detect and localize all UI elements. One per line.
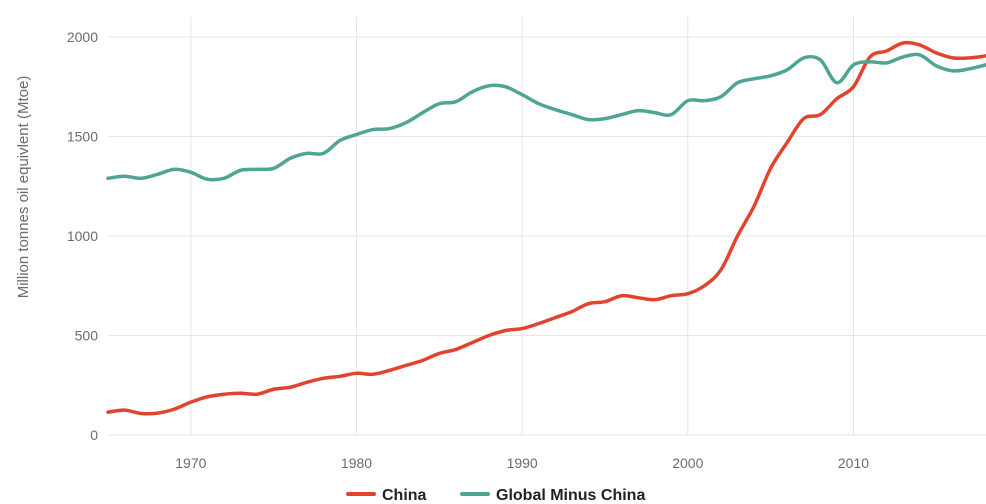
y-axis-title: Million tonnes oil equivlent (Mtoe)	[15, 76, 32, 299]
y-tick-label: 1500	[67, 129, 98, 145]
series-lines	[106, 40, 986, 416]
x-tick-label: 1970	[175, 455, 206, 471]
x-tick-label: 1990	[507, 455, 538, 471]
legend: China Global Minus China	[346, 487, 645, 504]
y-axis-ticks: 0 500 1000 1500 2000	[67, 29, 98, 443]
gridlines	[108, 17, 986, 436]
legend-label-china: China	[382, 487, 427, 504]
x-tick-label: 2000	[672, 455, 703, 471]
x-tick-label: 2010	[838, 455, 869, 471]
series-line-global-minus-china	[106, 52, 986, 182]
y-tick-label: 2000	[67, 29, 98, 45]
x-tick-label: 1980	[341, 455, 372, 471]
x-axis-ticks: 1970 1980 1990 2000 2010	[175, 455, 869, 471]
series-line-china	[106, 40, 986, 416]
y-tick-label: 0	[90, 427, 98, 443]
y-tick-label: 500	[75, 328, 99, 344]
legend-label-global-minus-china: Global Minus China	[496, 487, 645, 504]
y-tick-label: 1000	[67, 228, 98, 244]
